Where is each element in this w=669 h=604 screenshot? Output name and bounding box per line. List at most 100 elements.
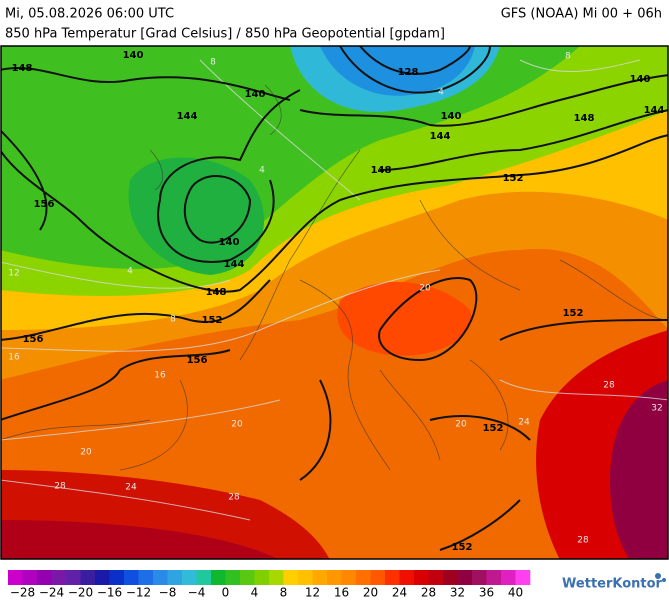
colorbar-swatch	[51, 570, 67, 585]
colorbar-swatch	[341, 570, 357, 585]
geopotential-label: 156	[34, 199, 55, 210]
geopotential-label: 148	[12, 63, 33, 74]
colorbar-label: 16	[334, 586, 349, 600]
geopotential-label: 156	[23, 334, 44, 345]
colorbar-swatch	[486, 570, 502, 585]
geopotential-label: 148	[574, 113, 595, 124]
colorbar-swatch	[124, 570, 139, 585]
temperature-label: 32	[651, 404, 662, 414]
field-hotter-west	[1, 520, 278, 559]
geopotential-label: 152	[452, 542, 473, 553]
colorbar: −28 −24 −20 −16 −12 −8 −4 0 4 8 12 16 20 24 28 32 36 40	[8, 570, 531, 600]
temperature-label: 28	[228, 493, 240, 503]
colorbar-swatch	[312, 570, 328, 585]
title-right: GFS (NOAA) Mi 00 + 06h	[501, 7, 662, 22]
colorbar-swatch	[80, 570, 96, 585]
temperature-label: 20	[419, 284, 431, 294]
temperature-label: 12	[8, 269, 19, 279]
geopotential-label: 152	[202, 315, 223, 326]
geopotential-label: 144	[177, 111, 198, 122]
colorbar-swatch	[356, 570, 371, 585]
colorbar-swatch	[414, 570, 429, 585]
colorbar-swatch	[37, 570, 52, 585]
colorbar-swatch	[428, 570, 444, 585]
colorbar-label: −16	[97, 586, 122, 600]
temperature-label: 28	[54, 482, 66, 492]
geopotential-label: 148	[206, 287, 227, 298]
temperature-label: 16	[8, 353, 20, 363]
colorbar-label: −8	[159, 586, 177, 600]
colorbar-swatch	[472, 570, 487, 585]
geopotential-label: 140	[245, 89, 266, 100]
colorbar-swatch	[443, 570, 458, 585]
subtitle: 850 hPa Temperatur [Grad Celsius] / 850 …	[5, 27, 445, 42]
colorbar-swatch	[95, 570, 110, 585]
colorbar-label: 0	[222, 586, 230, 600]
title-left: Mi, 05.08.2026 06:00 UTC	[5, 7, 174, 22]
geopotential-label: 140	[630, 74, 651, 85]
geopotential-label: 144	[430, 131, 451, 142]
temperature-label: 24	[518, 418, 530, 428]
geopotential-label: 140	[441, 111, 462, 122]
colorbar-swatch	[370, 570, 386, 585]
temperature-label: 4	[127, 267, 133, 277]
colorbar-label: −24	[39, 586, 64, 600]
geopotential-label: 140	[123, 50, 144, 61]
colorbar-swatch	[153, 570, 168, 585]
colorbar-swatch	[109, 570, 125, 585]
colorbar-label: 36	[479, 586, 494, 600]
temperature-label: 8	[170, 315, 176, 325]
temperature-label: 20	[80, 448, 92, 458]
geopotential-label: 152	[483, 423, 504, 434]
colorbar-label: 4	[251, 586, 259, 600]
temperature-label: 16	[154, 371, 166, 381]
colorbar-swatch	[8, 570, 23, 585]
geopotential-label: 156	[187, 355, 208, 366]
colorbar-swatch	[138, 570, 154, 585]
temperature-label: 20	[231, 420, 243, 430]
colorbar-swatch	[254, 570, 270, 585]
colorbar-swatch	[167, 570, 183, 585]
colorbar-label: −28	[10, 586, 35, 600]
colorbar-label: 32	[450, 586, 465, 600]
temperature-label: 20	[455, 420, 467, 430]
colorbar-swatch	[327, 570, 342, 585]
colorbar-swatch	[225, 570, 241, 585]
colorbar-swatch	[269, 570, 284, 585]
colorbar-swatch	[385, 570, 400, 585]
colorbar-swatch	[211, 570, 226, 585]
map-frame	[0, 45, 669, 560]
geopotential-label: 148	[371, 165, 392, 176]
temperature-label: 24	[125, 483, 137, 493]
geopotential-label: 152	[563, 308, 584, 319]
temperature-label: 8	[210, 58, 216, 68]
geopotential-label: 152	[503, 173, 524, 184]
geopotential-label: 144	[224, 259, 245, 270]
geopotential-label: 140	[219, 237, 240, 248]
brand-icon	[655, 573, 666, 582]
colorbar-swatch	[298, 570, 313, 585]
temperature-label: 4	[259, 166, 265, 176]
colorbar-swatch	[22, 570, 38, 585]
temperature-labels: 8 8 4 4 4 8 12 16 16 20 20 20 24 28 28 24 28 32 28 20	[8, 52, 662, 546]
temperature-label: 4	[438, 88, 444, 98]
colorbar-label: 12	[305, 586, 320, 600]
temperature-label: 8	[565, 52, 571, 62]
colorbar-swatch	[399, 570, 415, 585]
brand: WetterKontor	[562, 577, 663, 592]
colorbar-swatch	[66, 570, 81, 585]
geopotential-label: 128	[398, 67, 419, 78]
colorbar-label: 8	[280, 586, 288, 600]
colorbar-label: −12	[126, 586, 151, 600]
geopotential-labels: 148 140 128 140 144 140 144 140 144 148 148 152 156 1…	[12, 50, 665, 553]
borders	[1, 84, 668, 471]
colorbar-label: 40	[508, 586, 523, 600]
colorbar-label: 24	[392, 586, 407, 600]
geopotential-isolines	[1, 46, 668, 551]
temperature-isolines	[1, 59, 668, 521]
colorbar-label: −4	[188, 586, 206, 600]
colorbar-swatch	[182, 570, 197, 585]
geopotential-label: 144	[644, 105, 665, 116]
field-hot-center	[337, 281, 472, 356]
